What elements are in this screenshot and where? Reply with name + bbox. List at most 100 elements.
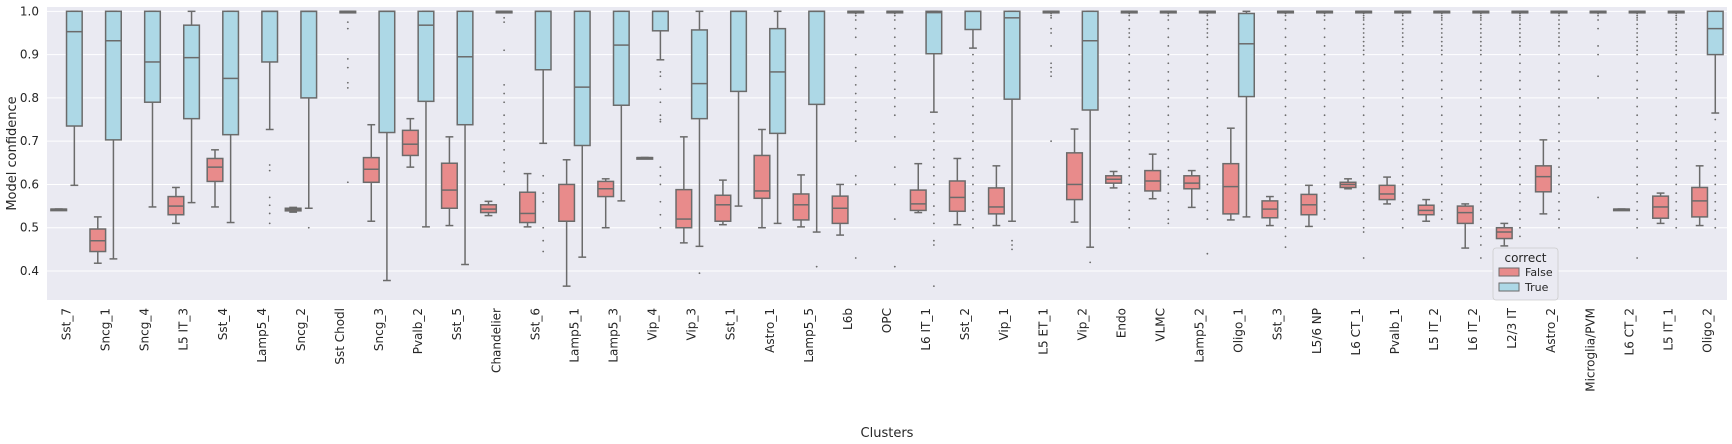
- outlier-point: [1558, 148, 1560, 151]
- box-true-30: [1237, 10, 1256, 218]
- outlier-point: [1362, 62, 1365, 65]
- outlier-point: [1558, 40, 1560, 43]
- outlier-point: [1401, 40, 1404, 43]
- box-body: [964, 10, 982, 31]
- box-false-0: [50, 208, 68, 212]
- outlier-point: [854, 36, 857, 39]
- legend-swatch: [1498, 282, 1520, 292]
- outlier-point: [1128, 226, 1131, 229]
- outlier-point: [1206, 14, 1209, 17]
- outlier-point: [268, 222, 271, 225]
- outlier-point: [659, 183, 662, 186]
- outlier-point: [1519, 88, 1521, 91]
- outlier-point: [503, 84, 506, 86]
- outlier-point: [854, 109, 857, 112]
- outlier-point: [1167, 183, 1170, 186]
- outlier-point: [854, 140, 857, 143]
- outlier-point: [1128, 183, 1131, 186]
- outlier-point: [1675, 148, 1678, 151]
- outlier-point: [1167, 79, 1170, 82]
- outlier-point: [1714, 131, 1717, 134]
- outlier-point: [1128, 96, 1131, 99]
- outlier-point: [1401, 14, 1404, 17]
- outlier-point: [1675, 45, 1678, 47]
- outlier-point: [1636, 209, 1639, 212]
- outlier-point: [1362, 79, 1365, 82]
- outlier-point: [1323, 218, 1326, 220]
- outlier-point: [1675, 131, 1678, 134]
- outlier-point: [854, 14, 857, 17]
- outlier-point: [1362, 40, 1365, 43]
- outlier-point: [1440, 209, 1443, 212]
- outlier-point: [1714, 157, 1717, 160]
- outlier-point: [1362, 16, 1365, 19]
- outlier-point: [1440, 183, 1443, 186]
- outlier-point: [1519, 200, 1521, 203]
- x-tick-label: Astro_1: [763, 308, 777, 353]
- outlier-point: [1206, 209, 1209, 212]
- outlier-point: [659, 114, 662, 117]
- x-tick-label: Vip_4: [646, 308, 660, 341]
- outlier-point: [1128, 218, 1131, 220]
- outlier-point: [1714, 192, 1717, 195]
- outlier-point: [1519, 27, 1521, 30]
- outlier-point: [1558, 14, 1560, 17]
- box-false-3: [167, 186, 185, 225]
- box-true-14: [612, 10, 630, 202]
- legend-label: False: [1525, 266, 1553, 279]
- outlier-point: [1206, 183, 1209, 186]
- box-true-25: [1042, 10, 1060, 143]
- outlier-point: [1440, 27, 1443, 30]
- outlier-point: [1401, 32, 1404, 34]
- box-body: [558, 183, 576, 222]
- outlier-point: [1519, 140, 1521, 143]
- outlier-point: [1089, 261, 1092, 264]
- box-true-23: [964, 10, 982, 229]
- outlier-point: [1597, 196, 1599, 199]
- outlier-point: [542, 192, 545, 195]
- outlier-point: [268, 169, 271, 172]
- outlier-point: [1440, 19, 1443, 21]
- outlier-point: [893, 96, 896, 99]
- y-tick-labels: 0.4 0.5 0.6 0.7 0.8 0.9 1.0: [20, 4, 39, 278]
- outlier-point: [1636, 140, 1639, 143]
- outlier-point: [932, 140, 935, 143]
- outlier-point: [1440, 14, 1443, 17]
- y-tick-label: 0.9: [20, 48, 39, 62]
- outlier-point: [1636, 62, 1639, 65]
- outlier-point: [854, 53, 857, 56]
- box-body: [808, 10, 826, 106]
- box-body: [1065, 152, 1084, 201]
- outlier-point: [1011, 239, 1013, 242]
- outlier-point: [1675, 40, 1678, 43]
- outlier-point: [1128, 105, 1131, 108]
- outlier-point: [1362, 19, 1365, 21]
- outlier-point: [1714, 118, 1717, 121]
- outlier-point: [1323, 45, 1326, 47]
- box-body: [378, 10, 396, 134]
- outlier-point: [1206, 140, 1209, 143]
- outlier-point: [1167, 157, 1170, 160]
- outlier-point: [1636, 23, 1639, 26]
- outlier-point: [1284, 122, 1287, 125]
- box-true-37: [1511, 10, 1529, 238]
- outlier-point: [1519, 192, 1521, 195]
- x-tick-label: Lamp5_1: [567, 308, 581, 363]
- outlier-point: [659, 75, 662, 78]
- y-axis-label: Model confidence: [5, 96, 20, 210]
- box-body: [573, 10, 591, 147]
- outlier-point: [972, 105, 974, 108]
- outlier-point: [1323, 14, 1326, 17]
- outlier-point: [1479, 88, 1482, 91]
- outlier-point: [1206, 174, 1209, 177]
- outlier-point: [1479, 12, 1482, 15]
- outlier-point: [1206, 62, 1209, 65]
- outlier-point: [893, 71, 896, 73]
- x-tick-label: Sst_5: [450, 308, 464, 340]
- outlier-point: [1362, 174, 1365, 177]
- x-tick-labels: Sst_7 Sncg_1 Sncg_4 L5 IT_3 Sst_4 Lamp5_4 Sncg…: [60, 307, 1715, 391]
- outlier-point: [1597, 19, 1599, 21]
- outlier-point: [854, 101, 857, 104]
- outlier-point: [1206, 71, 1209, 73]
